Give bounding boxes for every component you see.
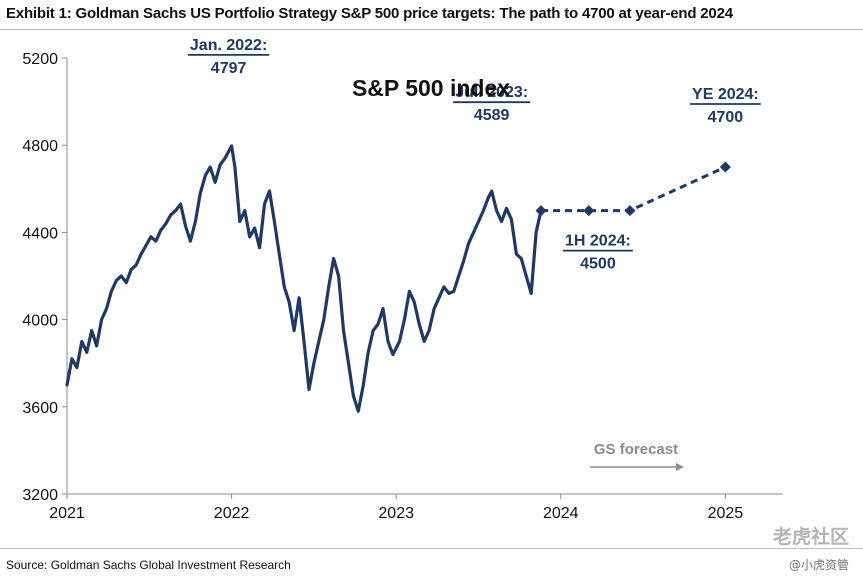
annotation-value: 4797 xyxy=(211,60,247,77)
watermark-handle: @小虎资管 xyxy=(788,558,849,572)
annotation-1h-2024: 1H 2024: 4500 xyxy=(563,233,633,273)
watermark: 老虎社区 xyxy=(772,526,849,548)
annotation-jul-2023: Jul. 2023: 4589 xyxy=(453,84,531,124)
forecast-arrow xyxy=(590,463,684,471)
x-tick-label: 2023 xyxy=(378,505,414,522)
forecast-point xyxy=(719,161,731,173)
forecast-markers xyxy=(535,161,731,217)
gs-forecast-label: GS forecast xyxy=(594,441,678,458)
annotation-label: Jan. 2022: xyxy=(190,37,267,54)
x-tick-label: 2022 xyxy=(214,505,250,522)
x-tick-label: 2025 xyxy=(708,505,744,522)
source-note: Source: Goldman Sachs Global Investment … xyxy=(6,558,291,572)
annotation-value: 4500 xyxy=(580,256,616,273)
y-tick-label: 4400 xyxy=(22,225,58,242)
annotation-jan-2022: Jan. 2022: 4797 xyxy=(187,37,270,77)
title-divider xyxy=(0,29,863,30)
annotation-value: 4700 xyxy=(708,109,744,126)
annotation-label: YE 2024: xyxy=(692,86,759,103)
annotation-ye-2024: YE 2024: 4700 xyxy=(690,86,761,126)
y-tick-label: 4800 xyxy=(22,138,58,155)
y-tick-label: 4000 xyxy=(22,313,58,330)
annotation-label: 1H 2024: xyxy=(565,233,631,250)
forecast-point xyxy=(583,205,595,217)
forecast-point xyxy=(535,205,547,217)
annotation-label: Jul. 2023: xyxy=(455,84,528,101)
source-divider xyxy=(0,548,863,549)
exhibit-title: Exhibit 1: Goldman Sachs US Portfolio St… xyxy=(6,5,733,22)
x-tick-label: 2024 xyxy=(543,505,579,522)
forecast-series-line xyxy=(541,165,727,213)
y-tick-label: 3600 xyxy=(22,400,58,417)
chart-axes xyxy=(66,58,783,495)
historical-series-line xyxy=(65,144,543,413)
x-tick-label: 2021 xyxy=(49,505,85,522)
annotations: Jan. 2022: 4797 Jul. 2023: 4589 1H 2024: 4500… xyxy=(187,37,761,273)
y-tick-label: 3200 xyxy=(22,487,58,504)
annotation-value: 4589 xyxy=(474,107,510,124)
y-tick-label: 5200 xyxy=(22,51,58,68)
chart-title: S&P 500 index xyxy=(352,75,510,101)
forecast-point xyxy=(624,205,636,217)
